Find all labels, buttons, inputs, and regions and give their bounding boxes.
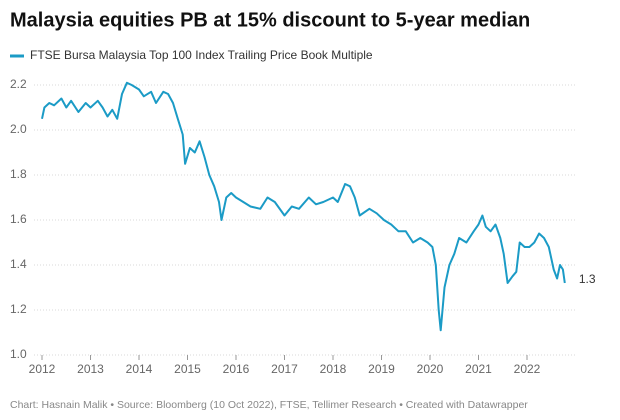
chart-title: Malaysia equities PB at 15% discount to … (10, 9, 530, 31)
value-label: 1.3 (579, 272, 596, 286)
x-tick-label: 2012 (29, 362, 56, 376)
y-tick-label: 1.2 (10, 302, 27, 316)
footer: Chart: Hasnain Malik • Source: Bloomberg… (10, 399, 528, 411)
x-tick-label: 2021 (465, 362, 492, 376)
legend-label: FTSE Bursa Malaysia Top 100 Index Traili… (30, 48, 373, 62)
y-tick-label: 2.0 (10, 122, 27, 136)
y-tick-label: 1.8 (10, 167, 27, 181)
x-tick-label: 2013 (77, 362, 104, 376)
y-tick-label: 1.0 (10, 347, 27, 361)
y-tick-label: 1.6 (10, 212, 27, 226)
y-tick-label: 1.4 (10, 257, 27, 271)
x-tick-label: 2016 (223, 362, 250, 376)
x-tick-label: 2014 (126, 362, 153, 376)
x-tick-label: 2020 (417, 362, 444, 376)
x-tick-label: 2019 (368, 362, 395, 376)
x-tick-label: 2015 (174, 362, 201, 376)
line (41, 81, 566, 332)
x-tick-label: 2017 (271, 362, 298, 376)
x-tick-label: 2022 (514, 362, 541, 376)
x-tick-label: 2018 (320, 362, 347, 376)
y-tick-label: 2.2 (10, 77, 27, 91)
